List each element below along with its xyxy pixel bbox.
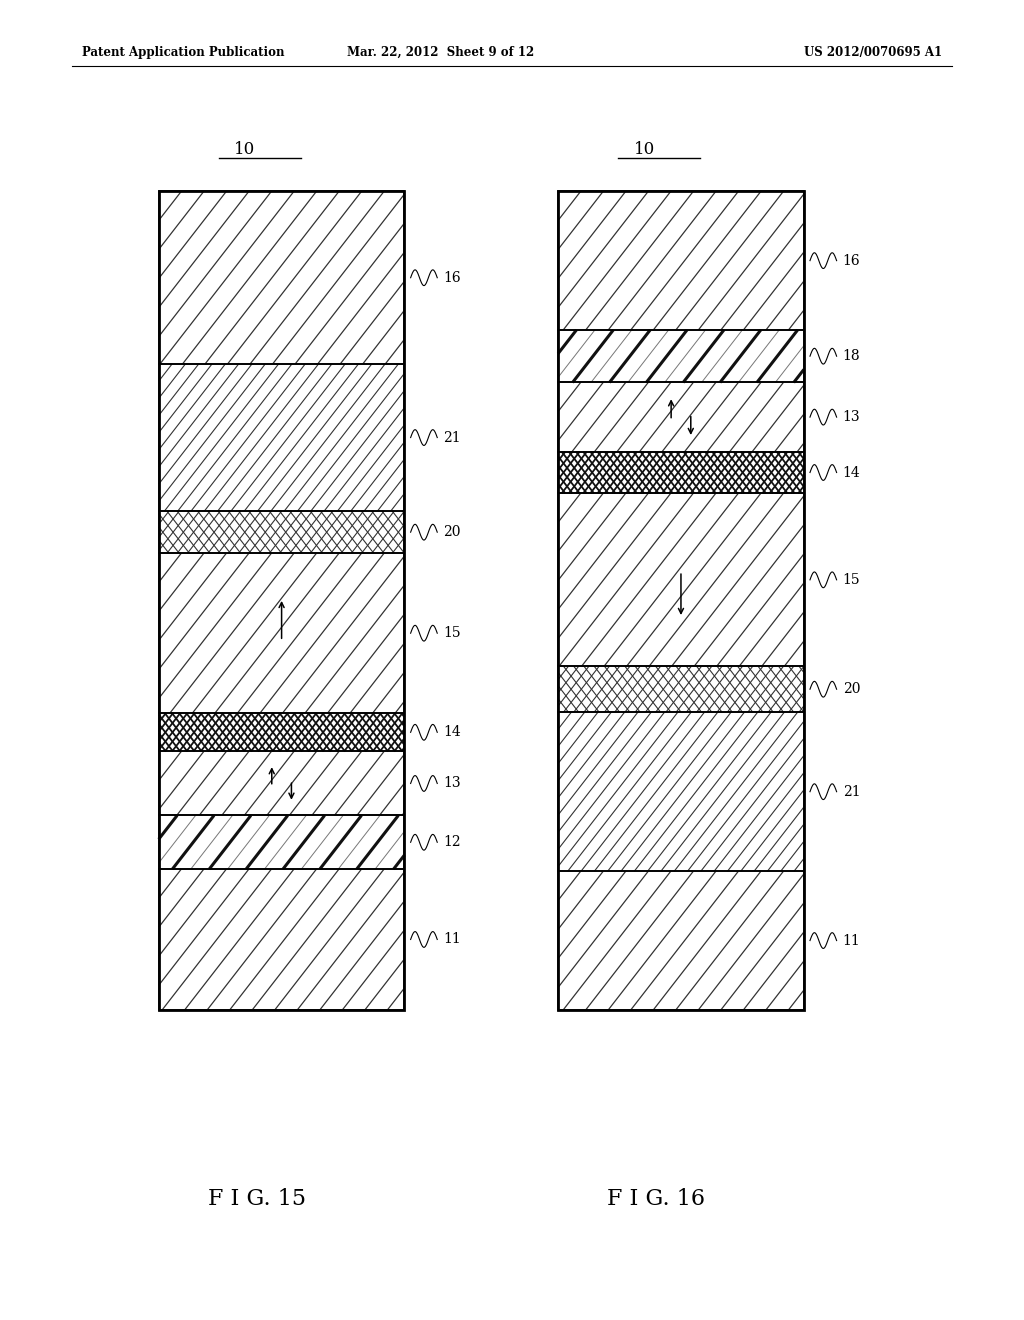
Bar bbox=[159, 713, 404, 751]
Bar bbox=[159, 364, 404, 511]
Bar bbox=[159, 191, 404, 364]
Text: 10: 10 bbox=[634, 141, 654, 158]
Bar bbox=[558, 667, 804, 711]
Bar bbox=[558, 383, 804, 451]
Text: F I G. 16: F I G. 16 bbox=[607, 1188, 706, 1210]
Text: 14: 14 bbox=[443, 725, 461, 739]
Text: 10: 10 bbox=[234, 141, 255, 158]
Text: 14: 14 bbox=[843, 466, 860, 479]
Text: US 2012/0070695 A1: US 2012/0070695 A1 bbox=[804, 46, 942, 59]
Bar bbox=[159, 816, 404, 869]
Bar bbox=[558, 871, 804, 1010]
Bar bbox=[558, 191, 804, 330]
Text: 21: 21 bbox=[443, 430, 461, 445]
Bar bbox=[558, 711, 804, 871]
Text: F I G. 15: F I G. 15 bbox=[208, 1188, 306, 1210]
Text: 16: 16 bbox=[843, 253, 860, 268]
Bar bbox=[558, 451, 804, 494]
Bar bbox=[159, 869, 404, 1010]
Bar bbox=[558, 330, 804, 383]
Text: Mar. 22, 2012  Sheet 9 of 12: Mar. 22, 2012 Sheet 9 of 12 bbox=[347, 46, 534, 59]
Text: 15: 15 bbox=[443, 626, 461, 640]
Bar bbox=[558, 330, 804, 383]
Text: 13: 13 bbox=[443, 776, 461, 791]
Bar bbox=[558, 667, 804, 711]
Text: 21: 21 bbox=[843, 784, 860, 799]
Bar bbox=[558, 191, 804, 1010]
Bar bbox=[159, 816, 404, 869]
Text: 16: 16 bbox=[443, 271, 461, 285]
Text: 12: 12 bbox=[443, 836, 461, 849]
Bar bbox=[558, 711, 804, 871]
Text: 13: 13 bbox=[843, 411, 860, 424]
Bar bbox=[159, 751, 404, 816]
Text: 18: 18 bbox=[843, 350, 860, 363]
Text: Patent Application Publication: Patent Application Publication bbox=[82, 46, 285, 59]
Text: 20: 20 bbox=[843, 682, 860, 696]
Bar bbox=[558, 191, 804, 330]
Bar bbox=[558, 494, 804, 667]
Bar bbox=[558, 871, 804, 1010]
Bar bbox=[558, 451, 804, 494]
Bar bbox=[159, 553, 404, 713]
Bar bbox=[159, 869, 404, 1010]
Bar bbox=[558, 494, 804, 667]
Bar bbox=[159, 511, 404, 553]
Text: 15: 15 bbox=[843, 573, 860, 587]
Bar bbox=[159, 713, 404, 751]
Bar bbox=[159, 191, 404, 1010]
Bar bbox=[159, 364, 404, 511]
Text: 11: 11 bbox=[843, 933, 860, 948]
Text: 20: 20 bbox=[443, 525, 461, 539]
Bar bbox=[558, 383, 804, 451]
Bar bbox=[159, 191, 404, 364]
Text: 11: 11 bbox=[443, 932, 461, 946]
Bar bbox=[159, 751, 404, 816]
Bar bbox=[159, 511, 404, 553]
Bar bbox=[159, 553, 404, 713]
